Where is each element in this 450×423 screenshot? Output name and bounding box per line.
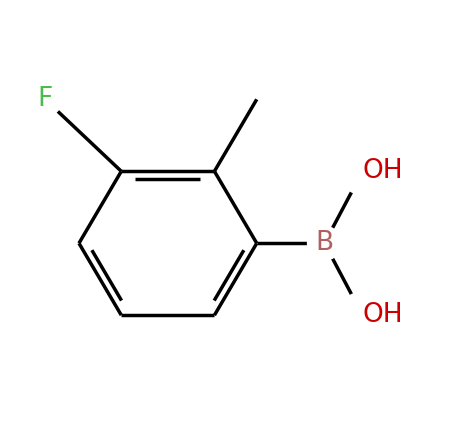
Circle shape xyxy=(339,292,386,338)
Text: OH: OH xyxy=(363,302,403,328)
Text: B: B xyxy=(315,230,333,256)
Text: OH: OH xyxy=(363,158,403,184)
Circle shape xyxy=(339,148,386,195)
Text: F: F xyxy=(37,86,53,113)
Circle shape xyxy=(307,226,342,260)
Circle shape xyxy=(28,82,62,116)
